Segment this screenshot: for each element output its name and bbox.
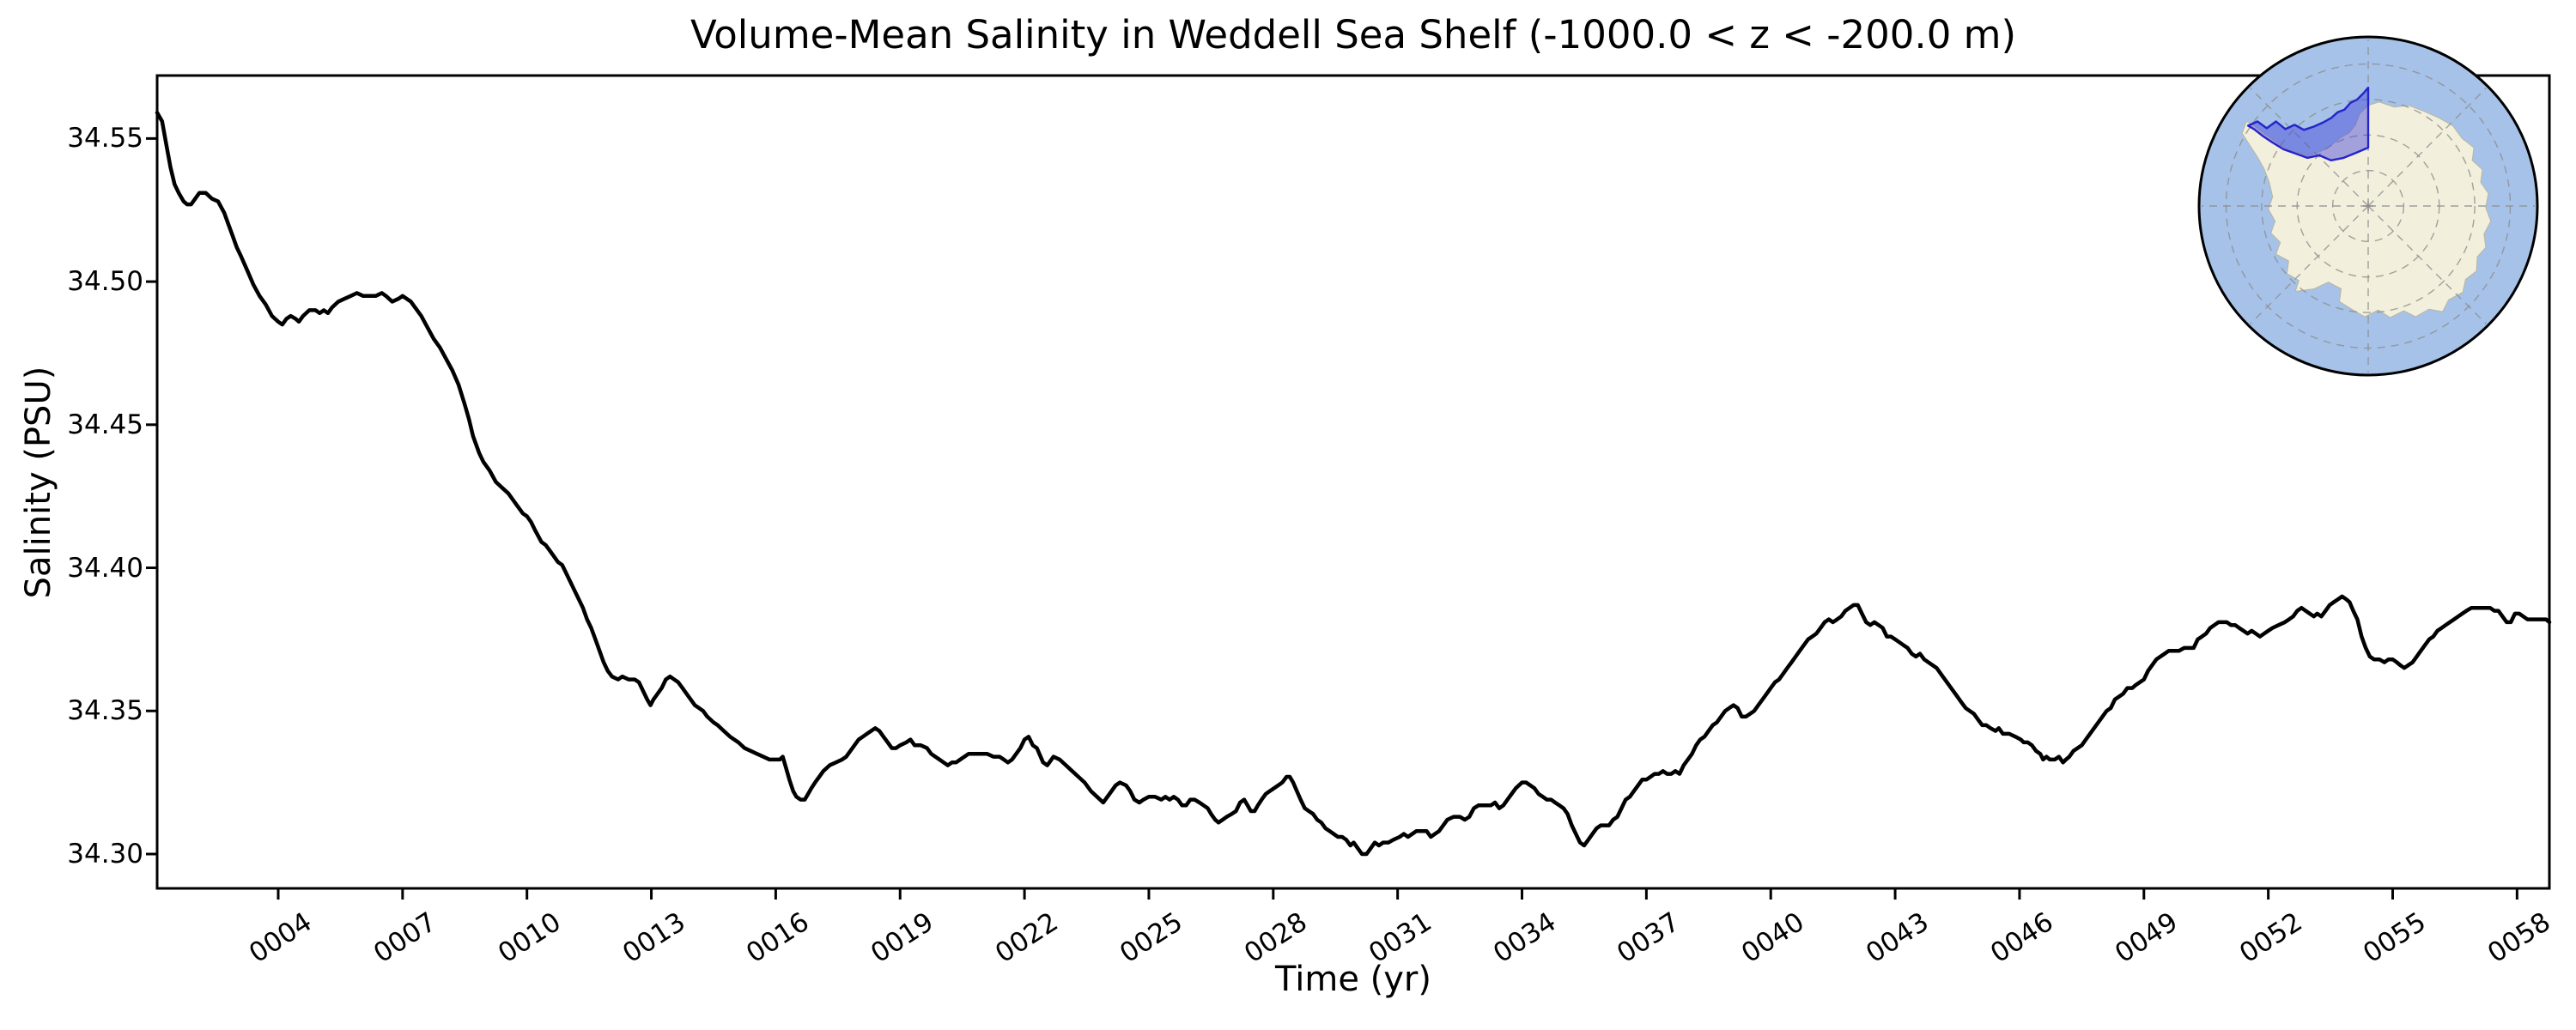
inset-graticule-meridian [2367,205,2487,324]
y-axis-label: Salinity (PSU) [19,366,58,598]
inset-graticule-meridian [2250,205,2369,324]
inset-border-circle [2197,35,2539,377]
salinity-line-series [155,111,2552,857]
y-tick-label: 34.40 [67,552,143,584]
y-tick-label: 34.55 [67,123,143,154]
y-tick-label: 34.45 [67,409,143,440]
plot-area-border [155,74,2551,890]
y-tick-label: 34.35 [67,695,143,727]
y-tick-label: 34.50 [67,266,143,298]
chart-title: Volume-Mean Salinity in Weddell Sea Shel… [690,12,2017,58]
inset-graticule-circle [2331,169,2405,243]
inset-graticule-meridian [2250,88,2369,207]
inset-graticule-meridian [2367,88,2487,207]
inset-weddell-shelf-region [2246,86,2370,161]
y-tick-label: 34.30 [67,838,143,869]
x-axis-label: Time (yr) [1275,960,1431,999]
antarctica-inset-map [2197,35,2539,377]
